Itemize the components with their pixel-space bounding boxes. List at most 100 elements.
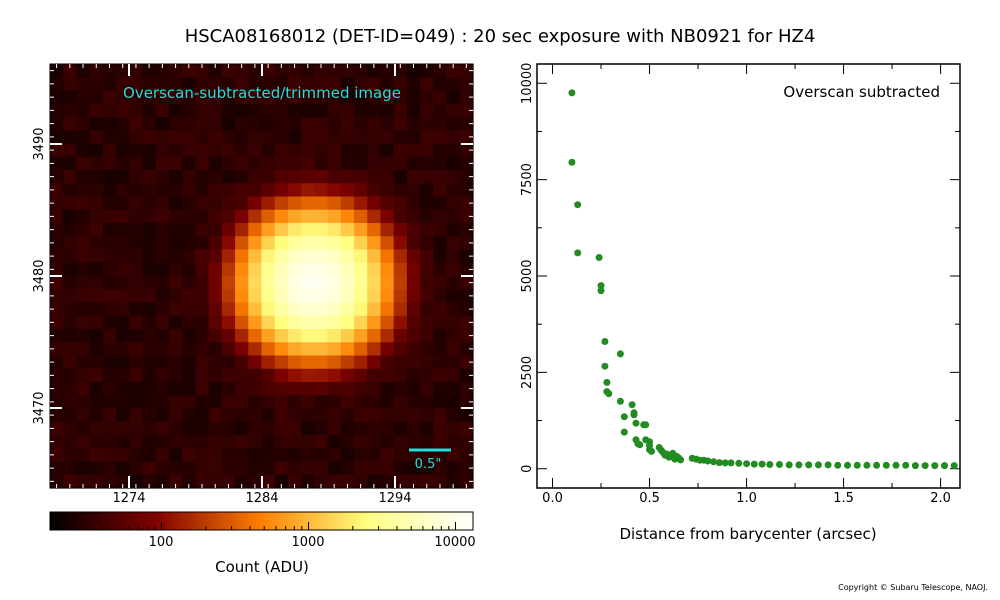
heatmap-cell (208, 223, 223, 237)
heatmap-cell (367, 435, 382, 449)
x-tick-label: 0.5 (639, 491, 660, 506)
heatmap-cell (314, 368, 329, 383)
heatmap-cell (459, 355, 474, 370)
data-point (853, 461, 861, 469)
heatmap-cell (420, 329, 434, 343)
heatmap-cell (235, 435, 249, 449)
heatmap-cell (129, 355, 144, 370)
heatmap-cell (102, 170, 117, 184)
heatmap-cell (248, 64, 263, 78)
heatmap-cell (274, 64, 289, 78)
heatmap-cell (354, 209, 368, 224)
heatmap-cell (354, 302, 368, 317)
heatmap-cell (63, 64, 78, 78)
heatmap-cell (182, 236, 197, 251)
heatmap-cell (168, 249, 183, 264)
heatmap-cell (155, 90, 170, 105)
heatmap-cell (182, 170, 197, 184)
heatmap-cell (354, 77, 368, 92)
heatmap-cell (102, 474, 117, 489)
heatmap-cell (129, 276, 144, 290)
heatmap-cell (102, 315, 117, 330)
heatmap-cell (235, 368, 249, 383)
heatmap-cell (63, 223, 78, 237)
heatmap-cell (221, 461, 236, 476)
heatmap-cell (301, 249, 315, 264)
heatmap-cell (380, 170, 395, 184)
heatmap-cell (406, 435, 421, 449)
data-point (601, 362, 609, 370)
heatmap-cell (274, 421, 289, 436)
heatmap-cell (168, 143, 183, 158)
heatmap-cell (446, 130, 461, 145)
heatmap-cell (446, 395, 461, 410)
heatmap-cell (168, 435, 183, 449)
heatmap-cell (354, 435, 368, 449)
heatmap-cell (195, 448, 210, 463)
heatmap-cell (248, 474, 263, 489)
heatmap-cell (208, 117, 223, 131)
heatmap-cell (261, 329, 276, 343)
figure-title: HSCA08168012 (DET-ID=049) : 20 sec expos… (185, 26, 816, 47)
heatmap-cell (89, 302, 104, 317)
heatmap-cell (459, 130, 474, 145)
heatmap-cell (420, 103, 434, 118)
heatmap-cell (155, 315, 170, 330)
heatmap-cell (102, 368, 117, 383)
heatmap-cell (393, 130, 408, 145)
heatmap-cell (142, 223, 157, 237)
heatmap-cell (248, 249, 263, 264)
data-point (758, 460, 766, 468)
heatmap-cell (420, 209, 434, 224)
heatmap-cell (248, 448, 263, 463)
heatmap-cell (446, 196, 461, 211)
heatmap-cell (459, 236, 474, 251)
heatmap-cell (340, 382, 355, 396)
heatmap-cell (367, 262, 382, 277)
heatmap-cell (433, 435, 448, 449)
heatmap-cell (274, 130, 289, 145)
heatmap-cell (50, 130, 64, 145)
heatmap-cell (459, 474, 474, 489)
heatmap-cell (354, 448, 368, 463)
heatmap-cell (76, 421, 91, 436)
heatmap-cell (235, 236, 249, 251)
heatmap-cell (261, 382, 276, 396)
heatmap-cell (89, 103, 104, 118)
colorbar-tick-label: 10000 (434, 535, 475, 550)
heatmap-cell (208, 64, 223, 78)
heatmap-cell (340, 209, 355, 224)
heatmap-cell (301, 276, 315, 290)
heatmap-cell (76, 236, 91, 251)
heatmap-cell (155, 302, 170, 317)
heatmap-cell (182, 382, 197, 396)
heatmap-cell (182, 77, 197, 92)
heatmap-cell (208, 143, 223, 158)
heatmap-cell (301, 382, 315, 396)
heatmap-cell (340, 395, 355, 410)
heatmap-cell (142, 276, 157, 290)
heatmap-cell (354, 421, 368, 436)
heatmap-cell (89, 435, 104, 449)
heatmap-cell (221, 355, 236, 370)
heatmap-cell (155, 170, 170, 184)
heatmap-cell (367, 448, 382, 463)
heatmap-cell (420, 156, 434, 171)
heatmap-cell (182, 276, 197, 290)
heatmap-cell (274, 90, 289, 105)
heatmap-cell (393, 315, 408, 330)
heatmap-cell (314, 315, 329, 330)
heatmap-cell (235, 196, 249, 211)
heatmap-cell (63, 435, 78, 449)
heatmap-cell (301, 90, 315, 105)
heatmap-cell (116, 368, 130, 383)
heatmap-cell (393, 156, 408, 171)
heatmap-cell (76, 130, 91, 145)
heatmap-cell (354, 117, 368, 131)
heatmap-cell (168, 461, 183, 476)
heatmap-cell (327, 209, 342, 224)
heatmap-cell (380, 448, 395, 463)
heatmap-cell (182, 64, 197, 78)
heatmap-cell (340, 435, 355, 449)
heatmap-cell (354, 103, 368, 118)
